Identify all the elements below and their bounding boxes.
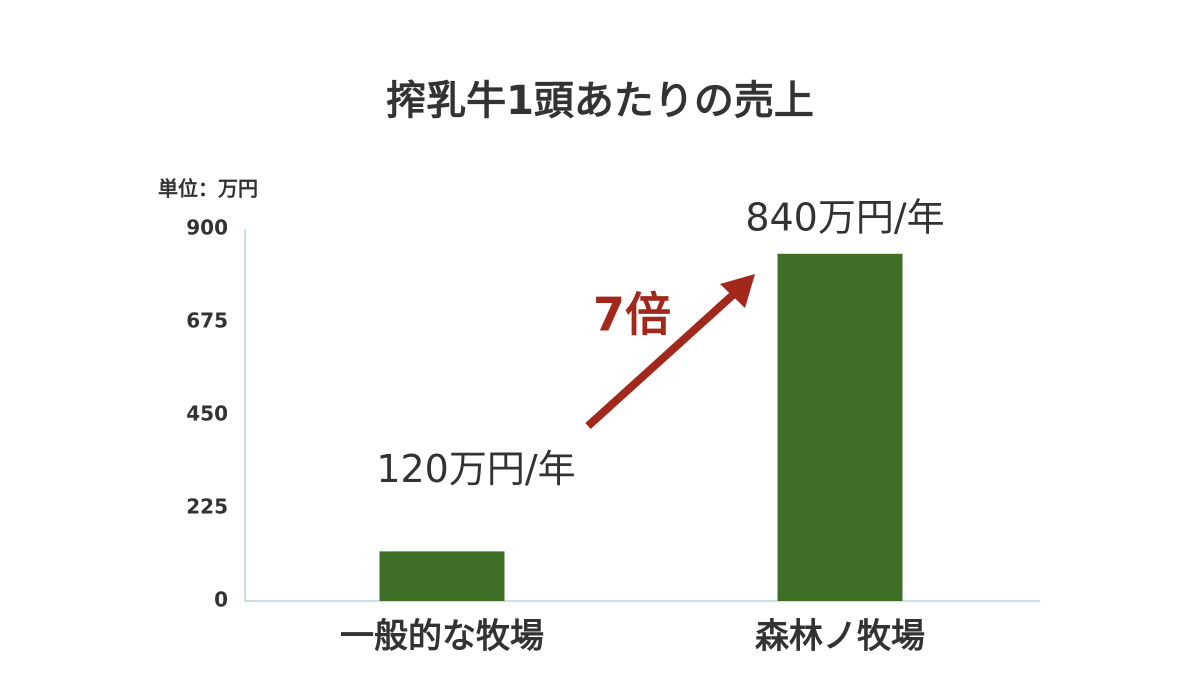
chart-title: 搾乳牛1頭あたりの売上	[386, 78, 814, 124]
y-tick-label: 675	[186, 309, 228, 333]
y-tick-label: 225	[186, 495, 228, 519]
y-tick-label: 450	[186, 402, 228, 426]
bar	[379, 551, 505, 601]
x-tick-label: 一般的な牧場	[340, 617, 544, 657]
x-tick-label: 森林ノ牧場	[755, 617, 925, 657]
bar	[777, 253, 903, 602]
annotation: 7倍	[593, 288, 671, 342]
value-label: 840万円/年	[745, 195, 944, 239]
value-label: 120万円/年	[376, 447, 575, 491]
unit-label: 単位：万円	[158, 177, 258, 201]
y-tick-label: 900	[186, 216, 228, 240]
arrow-head	[720, 274, 755, 308]
arrow-shaft	[585, 290, 738, 429]
y-tick-label: 0	[214, 588, 228, 612]
